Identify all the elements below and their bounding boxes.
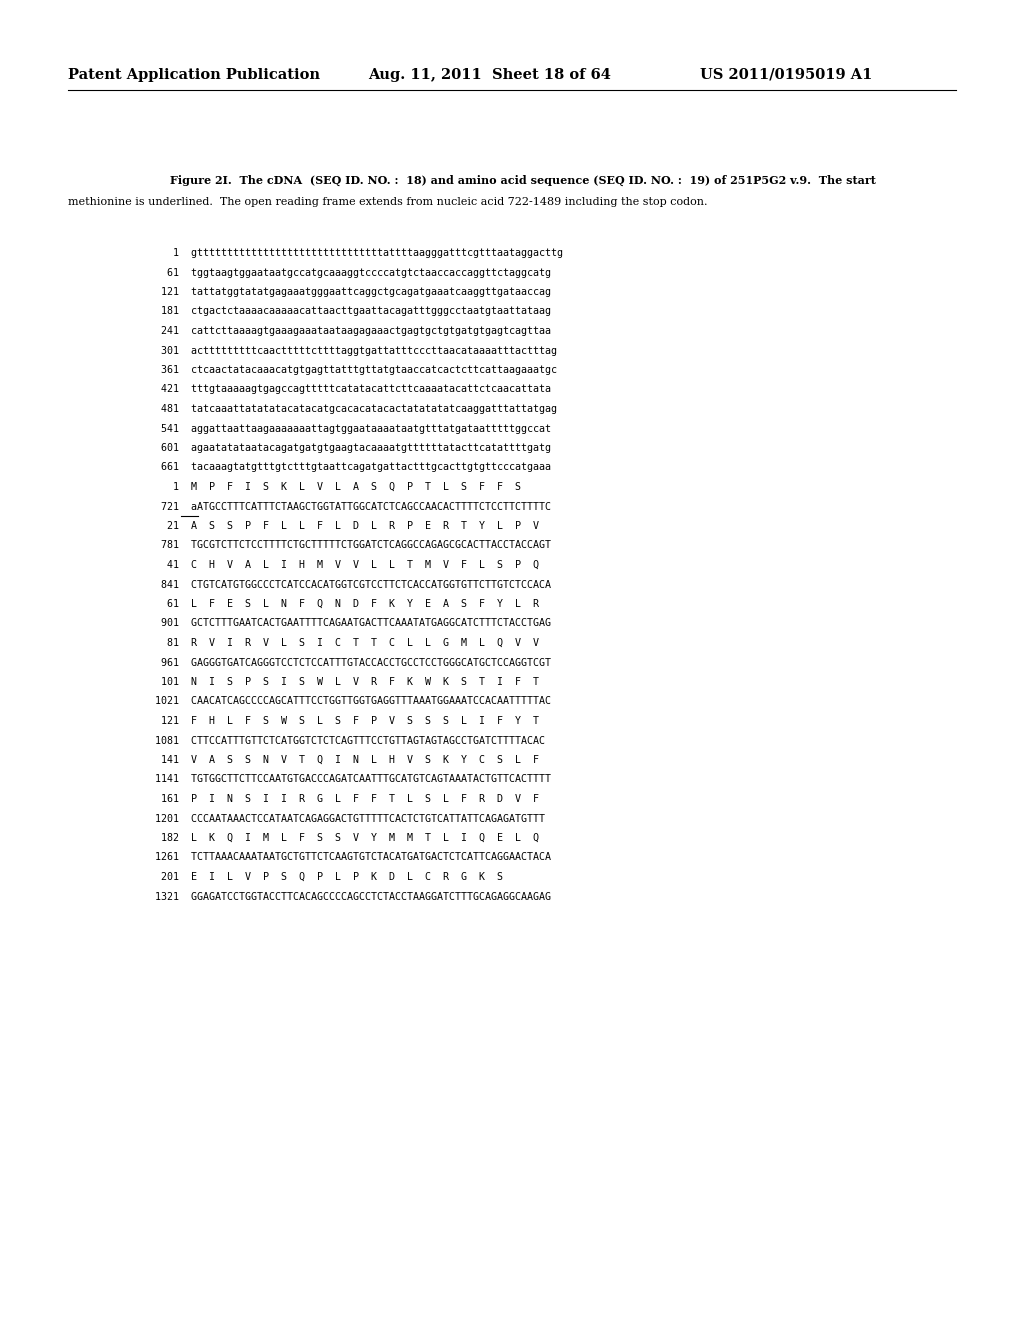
- Text: 301  actttttttttcaactttttcttttaggtgattatttcccttaacataaaatttactttag: 301 actttttttttcaactttttcttttaggtgattatt…: [155, 346, 557, 355]
- Text: US 2011/0195019 A1: US 2011/0195019 A1: [700, 69, 872, 82]
- Text: 1201  CCCAATAAACTCCATAATCAGAGGACTGTTTTTCACTCTGTCATTATTCAGAGATGTTT: 1201 CCCAATAAACTCCATAATCAGAGGACTGTTTTTCA…: [155, 813, 545, 824]
- Text: 721  aATGCCTTTCATTTCTAAGCTGGTATTGGCATCTCAGCCAACACTTTTCTCCTTCTTTTC: 721 aATGCCTTTCATTTCTAAGCTGGTATTGGCATCTCA…: [155, 502, 551, 511]
- Text: Aug. 11, 2011  Sheet 18 of 64: Aug. 11, 2011 Sheet 18 of 64: [368, 69, 611, 82]
- Text: 841  CTGTCATGTGGCCCTCATCCACATGGTCGTCCTTCTCACCATGGTGTTCTTGTCTCCACA: 841 CTGTCATGTGGCCCTCATCCACATGGTCGTCCTTCT…: [155, 579, 551, 590]
- Text: 1081  CTTCCATTTGTTCTCATGGTCTCTCAGTTTCCTGTTAGTAGTAGCCTGATCTTTTACAC: 1081 CTTCCATTTGTTCTCATGGTCTCTCAGTTTCCTGT…: [155, 735, 545, 746]
- Text: 421  tttgtaaaaagtgagccagtttttcatatacattcttcaaaatacattctcaacattata: 421 tttgtaaaaagtgagccagtttttcatatacattct…: [155, 384, 551, 395]
- Text: 121  tattatggtatatgagaaatgggaattcaggctgcagatgaaatcaaggttgataaccag: 121 tattatggtatatgagaaatgggaattcaggctgca…: [155, 286, 551, 297]
- Text: 101  N  I  S  P  S  I  S  W  L  V  R  F  K  W  K  S  T  I  F  T: 101 N I S P S I S W L V R F K W K S T I …: [155, 677, 539, 686]
- Text: 1  M  P  F  I  S  K  L  V  L  A  S  Q  P  T  L  S  F  F  S: 1 M P F I S K L V L A S Q P T L S F F S: [155, 482, 521, 492]
- Text: 901  GCTCTTTGAATCACTGAATTTTCAGAATGACTTCAAATATGAGGCATCTTTCTACCTGAG: 901 GCTCTTTGAATCACTGAATTTTCAGAATGACTTCAA…: [155, 619, 551, 628]
- Text: 361  ctcaactatacaaacatgtgagttatttgttatgtaaccatcactcttcattaagaaatgc: 361 ctcaactatacaaacatgtgagttatttgttatgta…: [155, 366, 557, 375]
- Text: 781  TGCGTCTTCTCCTTTTCTGCTTTTTCTGGATCTCAGGCCAGAGCGCACTTACCTACCAGT: 781 TGCGTCTTCTCCTTTTCTGCTTTTTCTGGATCTCAG…: [155, 540, 551, 550]
- Text: 1261  TCTTAAACAAATAATGCTGTTCTCAAGTGTCTACATGATGACTCTCATTCAGGAACTACA: 1261 TCTTAAACAAATAATGCTGTTCTCAAGTGTCTACA…: [155, 853, 551, 862]
- Text: 961  GAGGGTGATCAGGGTCCTCTCCATTTGTACCACCTGCCTCCTGGGCATGCTCCAGGTCGT: 961 GAGGGTGATCAGGGTCCTCTCCATTTGTACCACCTG…: [155, 657, 551, 668]
- Text: 141  V  A  S  S  N  V  T  Q  I  N  L  H  V  S  K  Y  C  S  L  F: 141 V A S S N V T Q I N L H V S K Y C S …: [155, 755, 539, 766]
- Text: 121  F  H  L  F  S  W  S  L  S  F  P  V  S  S  S  L  I  F  Y  T: 121 F H L F S W S L S F P V S S S L I F …: [155, 715, 539, 726]
- Text: 661  tacaaagtatgtttgtctttgtaattcagatgattactttgcacttgtgttcccatgaaa: 661 tacaaagtatgtttgtctttgtaattcagatgatta…: [155, 462, 551, 473]
- Text: 1  gtttttttttttttttttttttttttttttttattttaagggatttcgtttaataggacttg: 1 gtttttttttttttttttttttttttttttttatttta…: [155, 248, 563, 257]
- Text: Patent Application Publication: Patent Application Publication: [68, 69, 319, 82]
- Text: 241  cattcttaaaagtgaaagaaataataagagaaactgagtgctgtgatgtgagtcagttaa: 241 cattcttaaaagtgaaagaaataataagagaaactg…: [155, 326, 551, 337]
- Text: 61  tggtaagtggaataatgccatgcaaaggtccccatgtctaaccaccaggttctaggcatg: 61 tggtaagtggaataatgccatgcaaaggtccccatgt…: [155, 268, 551, 277]
- Text: Figure 2I.  The cDNA  (SEQ ID. NO. :  18) and amino acid sequence (SEQ ID. NO. :: Figure 2I. The cDNA (SEQ ID. NO. : 18) a…: [170, 176, 876, 186]
- Text: 182  L  K  Q  I  M  L  F  S  S  V  Y  M  M  T  L  I  Q  E  L  Q: 182 L K Q I M L F S S V Y M M T L I Q E …: [155, 833, 539, 843]
- Text: 181  ctgactctaaaacaaaaacattaacttgaattacagatttgggcctaatgtaattataag: 181 ctgactctaaaacaaaaacattaacttgaattacag…: [155, 306, 551, 317]
- Text: 81  R  V  I  R  V  L  S  I  C  T  T  C  L  L  G  M  L  Q  V  V: 81 R V I R V L S I C T T C L L G M L Q V…: [155, 638, 539, 648]
- Text: 61  L  F  E  S  L  N  F  Q  N  D  F  K  Y  E  A  S  F  Y  L  R: 61 L F E S L N F Q N D F K Y E A S F Y L…: [155, 599, 539, 609]
- Text: 1321  GGAGATCCTGGTACCTTCACAGCCCCAGCCTCTACCTAAGGATCTTTGCAGAGGCAAGAG: 1321 GGAGATCCTGGTACCTTCACAGCCCCAGCCTCTAC…: [155, 891, 551, 902]
- Text: 541  aggattaattaagaaaaaaattagtggaataaaataatgtttatgataatttttggccat: 541 aggattaattaagaaaaaaattagtggaataaaata…: [155, 424, 551, 433]
- Text: 601  agaatatataatacagatgatgtgaagtacaaaatgttttttatacttcatattttgatg: 601 agaatatataatacagatgatgtgaagtacaaaatg…: [155, 444, 551, 453]
- Text: 161  P  I  N  S  I  I  R  G  L  F  F  T  L  S  L  F  R  D  V  F: 161 P I N S I I R G L F F T L S L F R D …: [155, 795, 539, 804]
- Text: 481  tatcaaattatatatacatacatgcacacatacactatatatatcaaggatttattatgag: 481 tatcaaattatatatacatacatgcacacatacact…: [155, 404, 557, 414]
- Text: 1021  CAACATCAGCCCCAGCATTTCCTGGTTGGTGAGGTTTAAATGGAAATCCACAATTTTTAC: 1021 CAACATCAGCCCCAGCATTTCCTGGTTGGTGAGGT…: [155, 697, 551, 706]
- Text: 1141  TGTGGCTTCTTCCAATGTGACCCAGATCAATTTGCATGTCAGTAAATACTGTTCACTTTT: 1141 TGTGGCTTCTTCCAATGTGACCCAGATCAATTTGC…: [155, 775, 551, 784]
- Text: 21  A  S  S  P  F  L  L  F  L  D  L  R  P  E  R  T  Y  L  P  V: 21 A S S P F L L F L D L R P E R T Y L P…: [155, 521, 539, 531]
- Text: methionine is underlined.  The open reading frame extends from nucleic acid 722-: methionine is underlined. The open readi…: [68, 197, 708, 207]
- Text: 41  C  H  V  A  L  I  H  M  V  V  L  L  T  M  V  F  L  S  P  Q: 41 C H V A L I H M V V L L T M V F L S P…: [155, 560, 539, 570]
- Text: 201  E  I  L  V  P  S  Q  P  L  P  K  D  L  C  R  G  K  S: 201 E I L V P S Q P L P K D L C R G K S: [155, 873, 503, 882]
